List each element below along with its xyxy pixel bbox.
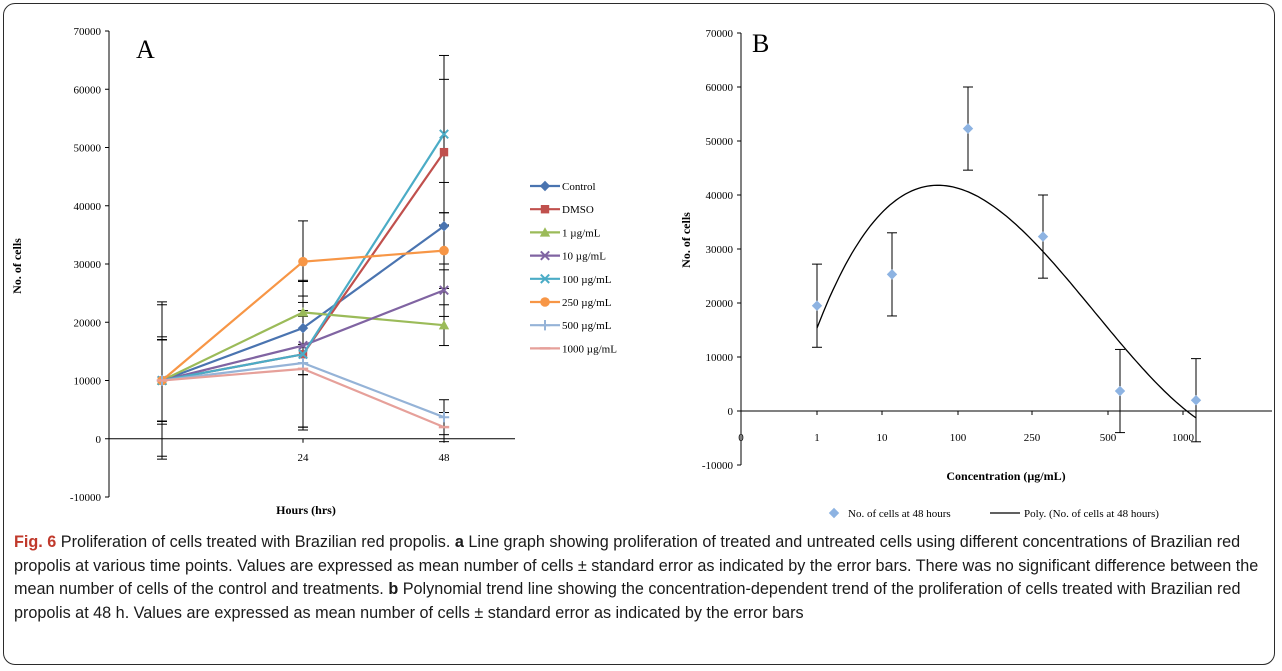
- a-series-point: [439, 129, 449, 140]
- b-x-tick-label: 1: [814, 432, 820, 444]
- b-y-tick-label: 30000: [706, 244, 734, 256]
- b-y-tick-label: 20000: [706, 298, 734, 310]
- a-legend-label: 500 µg/mL: [562, 320, 612, 332]
- a-legend-label: DMSO: [562, 204, 594, 216]
- panel-a-axes: -10000 0 10000 20000 30000 40000 50000 60000 700…: [70, 26, 515, 504]
- a-x-tick-label: 24: [298, 452, 310, 464]
- a-series-point: [439, 245, 449, 256]
- a-series-point: [438, 220, 450, 232]
- a-legend-marker: [539, 180, 551, 192]
- b-data-point: [1190, 395, 1202, 406]
- b-y-tick-label: 50000: [706, 136, 734, 148]
- panel-b-points: [811, 123, 1202, 406]
- a-legend-label: 1 µg/mL: [562, 227, 601, 239]
- b-y-tick-label: 0: [728, 406, 734, 418]
- b-y-tick-label: 70000: [706, 28, 734, 40]
- a-legend-marker: [540, 297, 550, 307]
- panel-a-chart: A -10000 0 10000 20000 30000 40000 50000 60000 7…: [10, 26, 617, 517]
- caption-figure-label: Fig. 6: [14, 533, 57, 551]
- figure-frame: [3, 3, 1275, 665]
- figure-caption: Fig. 6 Proliferation of cells treated wi…: [14, 531, 1264, 625]
- a-series-point: [297, 307, 309, 317]
- a-y-tick-label: 20000: [74, 317, 102, 329]
- a-y-tick-label: 30000: [74, 259, 102, 271]
- b-y-tick-label: 40000: [706, 190, 734, 202]
- panel-b-legend: No. of cells at 48 hours Poly. (No. of ce…: [828, 507, 1159, 520]
- panel-b-letter: B: [752, 29, 769, 58]
- b-data-point: [811, 300, 823, 311]
- a-y-tick-label: 50000: [74, 143, 102, 155]
- a-legend-label: 250 µg/mL: [562, 297, 612, 309]
- panel-a-letter: A: [136, 35, 155, 64]
- b-x-tick-label: 1000: [1172, 432, 1195, 444]
- b-data-point: [1037, 231, 1049, 242]
- a-y-tick-label: -10000: [70, 492, 102, 504]
- a-series-point: [297, 322, 309, 334]
- b-legend-label: No. of cells at 48 hours: [848, 508, 951, 520]
- b-y-tick-label: -10000: [702, 460, 734, 472]
- panel-b-chart: B -1000001000020000300004000050000600007…: [679, 28, 1272, 520]
- caption-panel-a-marker: a: [454, 533, 464, 551]
- b-legend-trend-label: Poly. (No. of cells at 48 hours): [1024, 508, 1159, 520]
- a-x-tick-label: 48: [439, 452, 451, 464]
- b-x-tick-label: 10: [877, 432, 889, 444]
- panel-a-y-axis-label: No. of cells: [10, 238, 24, 294]
- a-legend-marker: [540, 273, 550, 284]
- a-series-point: [298, 256, 308, 267]
- b-y-tick-label: 60000: [706, 82, 734, 94]
- caption-panel-b-text: Polynomial trend line showing the concen…: [14, 580, 1241, 622]
- panel-b-trendline: [816, 184, 1197, 419]
- panel-a-x-axis-label: Hours (hrs): [276, 503, 336, 517]
- b-x-tick-label: 0: [738, 432, 744, 444]
- b-x-tick-label: 250: [1024, 432, 1041, 444]
- b-data-point: [962, 123, 974, 134]
- figure-svg: A -1000001000020000300004000050000600007…: [10, 26, 1272, 520]
- a-y-tick-label: 10000: [74, 376, 102, 388]
- a-y-tick-label: 70000: [74, 26, 102, 38]
- a-legend-label: 100 µg/mL: [562, 274, 612, 286]
- caption-panel-a-text: Line graph showing proliferation of trea…: [14, 533, 1259, 598]
- a-y-tick-label: 40000: [74, 201, 102, 213]
- a-series-point: [438, 411, 450, 423]
- a-series-point: [298, 349, 308, 360]
- a-legend-label: Control: [562, 181, 596, 193]
- a-legend-label: 10 µg/mL: [562, 251, 606, 263]
- caption-intro: Proliferation of cells treated with Braz…: [60, 533, 451, 551]
- caption-panel-b-marker: b: [388, 580, 399, 598]
- panel-b-axes: -100000100002000030000400005000060000700…: [702, 28, 1272, 472]
- panel-a-legend: Control DMSO 1 µg/mL 10 µg/mL 100 µg/mL 250 µ…: [530, 180, 617, 355]
- a-series-point: [438, 319, 450, 330]
- a-y-tick-label: 0: [96, 434, 102, 446]
- panel-b-y-axis-label: No. of cells: [679, 212, 693, 268]
- b-x-tick-label: 500: [1100, 432, 1117, 444]
- b-legend-marker: [828, 507, 840, 519]
- a-legend-marker: [539, 320, 551, 331]
- a-series-point: [297, 357, 309, 369]
- panel-b-x-axis-label: Concentration (µg/mL): [946, 469, 1065, 483]
- b-x-tick-label: 100: [950, 432, 967, 444]
- b-data-point: [1114, 385, 1126, 397]
- a-y-tick-label: 60000: [74, 84, 102, 96]
- a-legend-marker: [540, 205, 550, 214]
- a-legend-marker: [540, 250, 550, 261]
- a-legend-label: 1000 µg/mL: [562, 343, 617, 355]
- a-series-point: [439, 147, 449, 157]
- a-series-point: [439, 285, 449, 296]
- panel-a-series: [156, 129, 450, 429]
- b-data-point: [886, 269, 898, 280]
- a-legend-marker: [539, 227, 551, 237]
- b-y-tick-label: 10000: [706, 352, 734, 364]
